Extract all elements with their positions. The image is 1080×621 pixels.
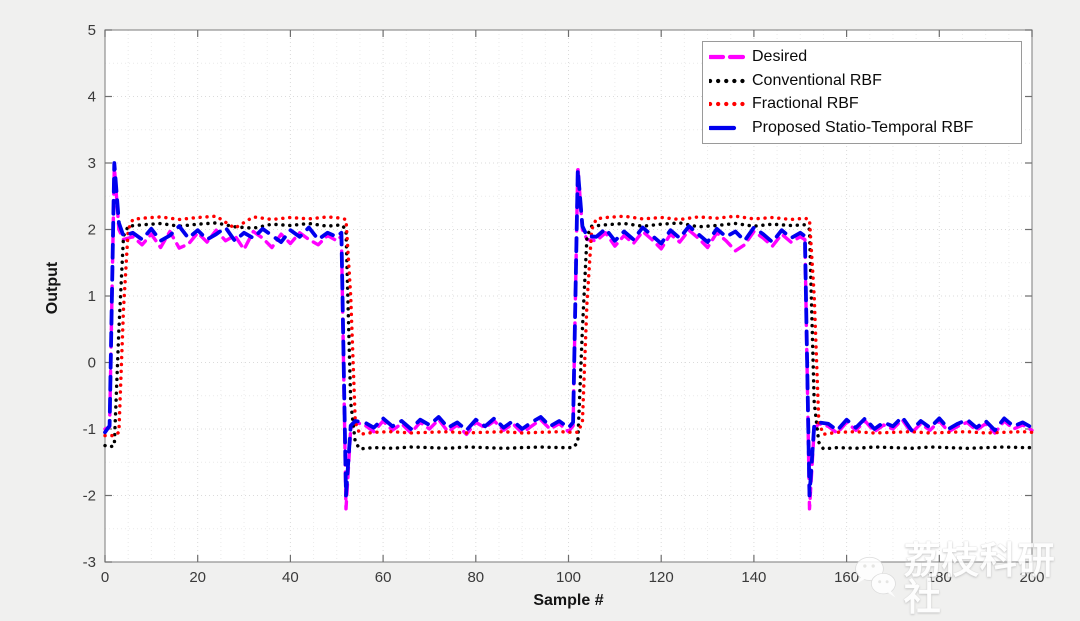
y-tick-label: 0 <box>88 355 96 372</box>
legend-item-fractional-rbf: Fractional RBF <box>703 93 1021 117</box>
y-tick-label: 4 <box>88 89 96 106</box>
x-tick-label: 60 <box>375 569 392 586</box>
legend-line-sample <box>709 102 745 107</box>
y-tick-label: -1 <box>83 421 96 438</box>
x-tick-label: 140 <box>741 569 766 586</box>
legend-label: Fractional RBF <box>752 95 859 113</box>
y-tick-label: 1 <box>88 288 96 305</box>
y-axis-label: Output <box>44 261 61 315</box>
legend: Desired Conventional RBF Fractional RBF Pro… <box>702 41 1022 144</box>
tick-marks <box>104 29 1033 563</box>
tick-labels: 0 20 40 60 80 100 120 140 160 180 200 -3 -2 -1 0 1 2 3 4 5 <box>83 22 1045 586</box>
legend-line-sample <box>709 54 745 59</box>
x-tick-label: 160 <box>834 569 859 586</box>
x-tick-label: 0 <box>101 569 109 586</box>
y-tick-label: -3 <box>83 554 96 571</box>
x-tick-label: 40 <box>282 569 299 586</box>
series-fractional-rbf <box>103 214 1034 438</box>
x-axis-label: Sample # <box>533 592 604 609</box>
series-proposed-statio-temporal-rbf <box>103 161 1034 498</box>
y-tick-label: -2 <box>83 488 96 505</box>
x-tick-label: 180 <box>927 569 952 586</box>
x-tick-label: 20 <box>189 569 206 586</box>
legend-item-conventional-rbf: Conventional RBF <box>703 69 1021 93</box>
x-tick-label: 120 <box>649 569 674 586</box>
legend-line-sample <box>709 78 745 83</box>
y-tick-label: 2 <box>88 222 96 239</box>
legend-label: Proposed Statio-Temporal RBF <box>752 119 974 137</box>
x-tick-label: 80 <box>467 569 484 586</box>
x-tick-label: 100 <box>556 569 581 586</box>
y-tick-label: 3 <box>88 155 96 172</box>
legend-label: Conventional RBF <box>752 71 882 89</box>
legend-item-desired: Desired <box>703 45 1021 69</box>
legend-line-sample <box>709 126 745 131</box>
y-tick-label: 5 <box>88 22 96 39</box>
x-tick-label: 200 <box>1019 569 1044 586</box>
legend-label: Desired <box>752 47 808 65</box>
legend-item-proposed-statio-temporal-rbf: Proposed Statio-Temporal RBF <box>703 116 1021 140</box>
